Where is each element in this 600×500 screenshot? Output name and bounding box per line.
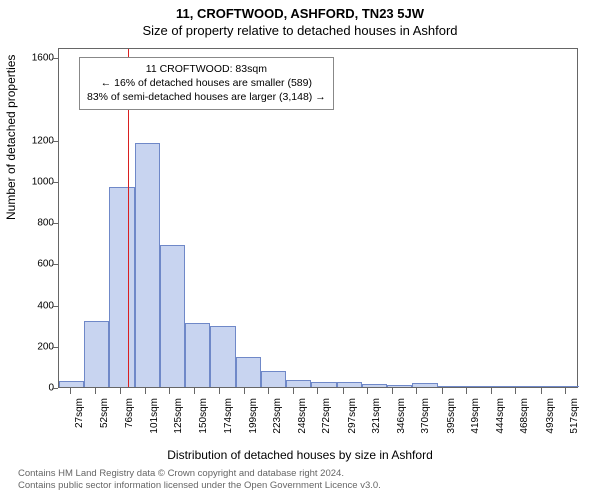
- ytick-mark: [52, 182, 58, 183]
- histogram-bar: [84, 321, 109, 387]
- xtick-mark: [416, 388, 417, 394]
- xtick-mark: [565, 388, 566, 394]
- footer-attribution: Contains HM Land Registry data © Crown c…: [18, 468, 381, 492]
- histogram-bar: [362, 384, 387, 387]
- histogram-bar: [337, 382, 362, 387]
- xtick-label: 27sqm: [74, 398, 85, 438]
- histogram-bar: [236, 357, 261, 387]
- histogram-bar: [539, 386, 564, 387]
- xtick-mark: [317, 388, 318, 394]
- xtick-mark: [169, 388, 170, 394]
- xtick-label: 76sqm: [124, 398, 135, 438]
- ytick-mark: [52, 306, 58, 307]
- annotation-box: 11 CROFTWOOD: 83sqm ← 16% of detached ho…: [79, 57, 334, 110]
- xtick-mark: [541, 388, 542, 394]
- xtick-label: 517sqm: [569, 398, 580, 438]
- xtick-mark: [343, 388, 344, 394]
- ytick-mark: [52, 347, 58, 348]
- histogram-bar: [412, 383, 437, 387]
- xtick-mark: [219, 388, 220, 394]
- xtick-label: 346sqm: [396, 398, 407, 438]
- xtick-label: 248sqm: [297, 398, 308, 438]
- ytick-mark: [52, 58, 58, 59]
- xtick-label: 199sqm: [248, 398, 259, 438]
- xtick-label: 444sqm: [495, 398, 506, 438]
- histogram-bar: [564, 386, 579, 387]
- histogram-bar: [135, 143, 160, 387]
- ytick-label: 1200: [32, 135, 54, 146]
- xtick-label: 493sqm: [545, 398, 556, 438]
- xtick-mark: [120, 388, 121, 394]
- chart-plot-area: 11 CROFTWOOD: 83sqm ← 16% of detached ho…: [58, 48, 578, 388]
- xtick-mark: [392, 388, 393, 394]
- histogram-bar: [513, 386, 538, 387]
- xtick-mark: [70, 388, 71, 394]
- xtick-label: 101sqm: [149, 398, 160, 438]
- xtick-mark: [95, 388, 96, 394]
- xtick-mark: [268, 388, 269, 394]
- histogram-bar: [463, 386, 488, 387]
- y-axis-label: Number of detached properties: [4, 55, 18, 220]
- footer-line1: Contains HM Land Registry data © Crown c…: [18, 468, 381, 480]
- histogram-bar: [109, 187, 134, 387]
- annot-line1: 11 CROFTWOOD: 83sqm: [87, 62, 326, 76]
- xtick-label: 395sqm: [446, 398, 457, 438]
- xtick-mark: [491, 388, 492, 394]
- footer-line2: Contains public sector information licen…: [18, 480, 381, 492]
- xtick-label: 52sqm: [99, 398, 110, 438]
- annot-line3: 83% of semi-detached houses are larger (…: [87, 90, 326, 104]
- xtick-label: 150sqm: [198, 398, 209, 438]
- histogram-bar: [488, 386, 513, 387]
- xtick-label: 321sqm: [371, 398, 382, 438]
- ytick-mark: [52, 388, 58, 389]
- xtick-mark: [194, 388, 195, 394]
- ytick-mark: [52, 223, 58, 224]
- histogram-bar: [185, 323, 210, 387]
- histogram-bar: [59, 381, 84, 387]
- xtick-label: 272sqm: [321, 398, 332, 438]
- histogram-bar: [438, 386, 463, 387]
- annot-line2: ← 16% of detached houses are smaller (58…: [87, 76, 326, 90]
- title-main: 11, CROFTWOOD, ASHFORD, TN23 5JW: [0, 0, 600, 21]
- xtick-label: 125sqm: [173, 398, 184, 438]
- histogram-bar: [387, 385, 412, 387]
- xtick-mark: [145, 388, 146, 394]
- histogram-bar: [286, 380, 311, 387]
- ytick-mark: [52, 264, 58, 265]
- xtick-label: 370sqm: [420, 398, 431, 438]
- xtick-label: 468sqm: [519, 398, 530, 438]
- xtick-mark: [515, 388, 516, 394]
- xtick-label: 419sqm: [470, 398, 481, 438]
- xtick-label: 297sqm: [347, 398, 358, 438]
- xtick-mark: [293, 388, 294, 394]
- xtick-mark: [367, 388, 368, 394]
- title-sub: Size of property relative to detached ho…: [0, 21, 600, 38]
- x-axis-label: Distribution of detached houses by size …: [0, 448, 600, 462]
- xtick-mark: [442, 388, 443, 394]
- xtick-mark: [466, 388, 467, 394]
- xtick-label: 174sqm: [223, 398, 234, 438]
- ytick-mark: [52, 141, 58, 142]
- ytick-label: 1600: [32, 53, 54, 64]
- histogram-bar: [160, 245, 185, 387]
- xtick-mark: [244, 388, 245, 394]
- histogram-bar: [210, 326, 235, 387]
- ytick-label: 1000: [32, 176, 54, 187]
- histogram-bar: [311, 382, 336, 387]
- xtick-label: 223sqm: [272, 398, 283, 438]
- histogram-bar: [261, 371, 286, 387]
